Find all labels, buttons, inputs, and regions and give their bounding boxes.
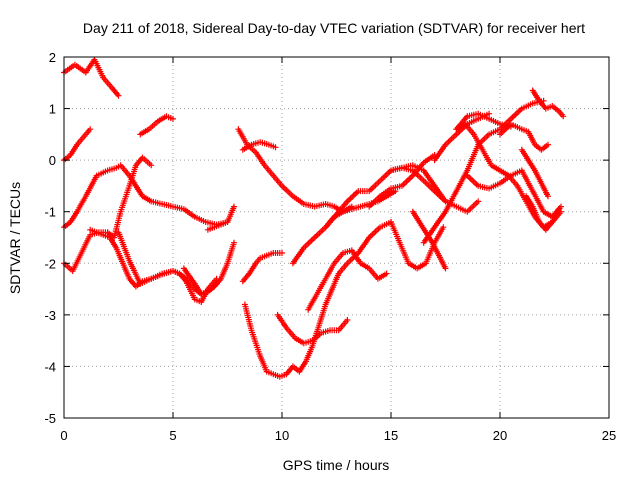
y-tick-label: -3 [44, 308, 56, 323]
data-points [61, 56, 567, 380]
y-tick-label: 2 [49, 50, 56, 65]
y-tick-label: 0 [49, 153, 56, 168]
x-axis-label: GPS time / hours [283, 457, 390, 473]
data-point-markers [239, 250, 285, 285]
plot-frame [63, 56, 610, 419]
y-tick-label: -4 [44, 359, 56, 374]
data-point-markers [274, 311, 351, 347]
data-point-markers [529, 87, 567, 120]
series-track-29 [529, 87, 567, 120]
y-tick-label: -5 [44, 411, 56, 426]
data-point-markers [241, 219, 394, 380]
data-point-markers [518, 146, 551, 200]
x-tick-label: 15 [384, 428, 398, 443]
series-track-9 [180, 265, 205, 298]
x-tick-label: 25 [602, 428, 616, 443]
chart-title: Day 211 of 2018, Sidereal Day-to-day VTE… [83, 20, 585, 36]
x-tick-label: 10 [275, 428, 289, 443]
x-tick-label: 20 [493, 428, 507, 443]
y-axis-label: SDTVAR / TECUs [7, 182, 23, 294]
series-track-23 [420, 97, 547, 246]
data-point-markers [523, 193, 562, 233]
data-point-markers [239, 139, 279, 153]
data-point-markers [137, 113, 176, 138]
series-track-8 [204, 203, 237, 233]
data-point-markers [305, 247, 390, 313]
series-track-28 [497, 121, 551, 153]
series-track-30 [523, 193, 562, 233]
data-point-markers [420, 97, 547, 246]
y-tick-label: 1 [49, 102, 56, 117]
series-track-17 [305, 247, 390, 313]
axis-ticks: 0 5 10 15 20 25 -5 -4 -3 -2 -1 0 1 2 [44, 50, 616, 443]
data-point-markers [204, 203, 237, 233]
data-point-markers [180, 265, 205, 298]
y-tick-label: -2 [44, 256, 56, 271]
y-tick-label: -1 [44, 205, 56, 220]
series-track-31 [518, 146, 551, 200]
x-tick-label: 0 [60, 428, 67, 443]
series-track-15 [274, 311, 351, 347]
data-point-markers [198, 239, 237, 298]
x-tick-label: 5 [169, 428, 176, 443]
series-track-12 [239, 139, 279, 153]
series-track-6 [137, 113, 176, 138]
data-point-markers [497, 121, 551, 153]
series-track-13 [239, 250, 285, 285]
series-track-14 [241, 219, 394, 380]
series-track-10 [198, 239, 237, 298]
